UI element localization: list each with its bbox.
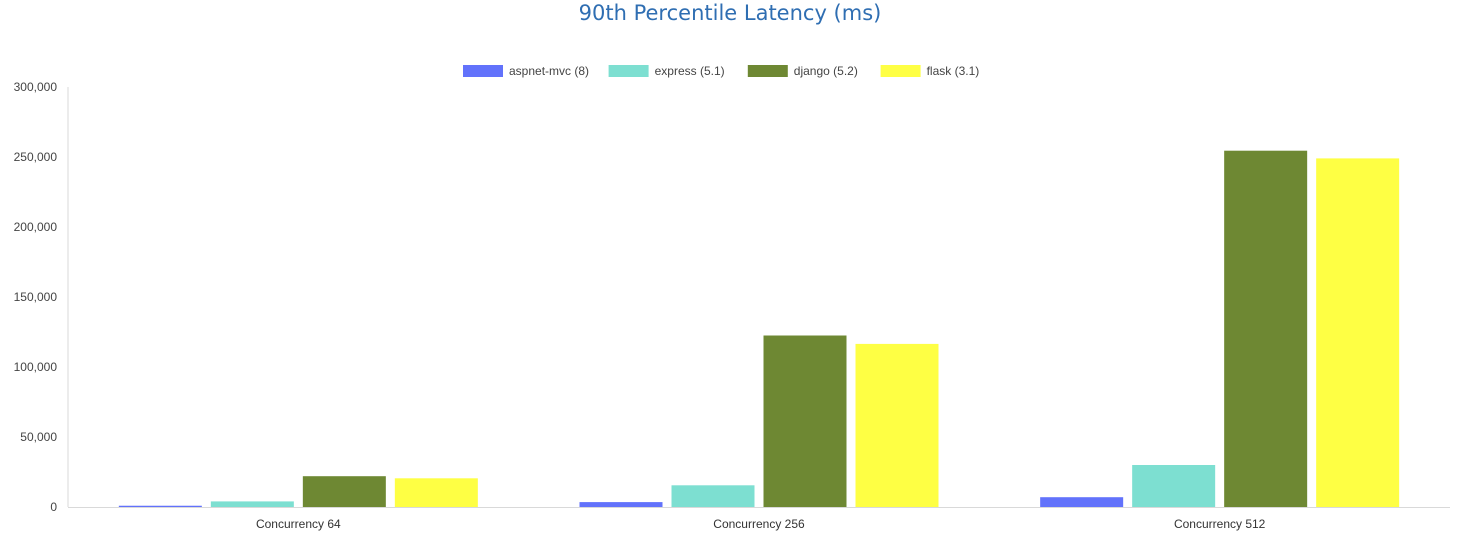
bars-group — [118, 150, 1400, 508]
legend-label[interactable]: flask (3.1) — [927, 64, 980, 78]
y-tick-label: 50,000 — [20, 430, 57, 444]
bar-aspnet-mvc-0[interactable] — [118, 505, 202, 507]
legend-swatch — [463, 65, 503, 77]
bar-flask-1[interactable] — [855, 343, 939, 507]
bar-express-2[interactable] — [1132, 465, 1216, 507]
legend-swatch — [747, 65, 788, 77]
y-axis: 0 50,000 100,000 150,000 200,000 250,000 300,0… — [14, 80, 69, 514]
y-tick-label: 250,000 — [14, 150, 58, 164]
bar-aspnet-mvc-1[interactable] — [579, 502, 663, 507]
bar-aspnet-mvc-2[interactable] — [1040, 497, 1124, 507]
legend-label[interactable]: django (5.2) — [794, 64, 858, 78]
y-tick-label: 150,000 — [14, 290, 58, 304]
x-category-label: Concurrency 256 — [713, 517, 805, 531]
bar-django-0[interactable] — [302, 476, 386, 507]
x-axis: Concurrency 64 Concurrency 256 Concurrency… — [68, 507, 1450, 531]
y-tick-label: 100,000 — [14, 360, 58, 374]
y-tick-label: 0 — [50, 500, 57, 514]
x-category-label: Concurrency 64 — [256, 517, 341, 531]
chart-title: 90th Percentile Latency (ms) — [579, 1, 882, 25]
legend-label[interactable]: express (5.1) — [655, 64, 725, 78]
bar-django-1[interactable] — [763, 335, 847, 508]
bar-express-0[interactable] — [210, 501, 294, 507]
legend-swatch — [880, 65, 921, 77]
chart-legend: aspnet-mvc (8) express (5.1) django (5.2) f… — [463, 64, 979, 78]
bar-django-2[interactable] — [1224, 150, 1308, 507]
legend-swatch — [608, 65, 649, 77]
bar-express-1[interactable] — [671, 485, 755, 507]
legend-label[interactable]: aspnet-mvc (8) — [509, 64, 589, 78]
bar-flask-0[interactable] — [394, 478, 478, 507]
y-tick-label: 300,000 — [14, 80, 58, 94]
y-tick-label: 200,000 — [14, 220, 58, 234]
x-category-label: Concurrency 512 — [1174, 517, 1266, 531]
bar-flask-2[interactable] — [1316, 158, 1400, 507]
